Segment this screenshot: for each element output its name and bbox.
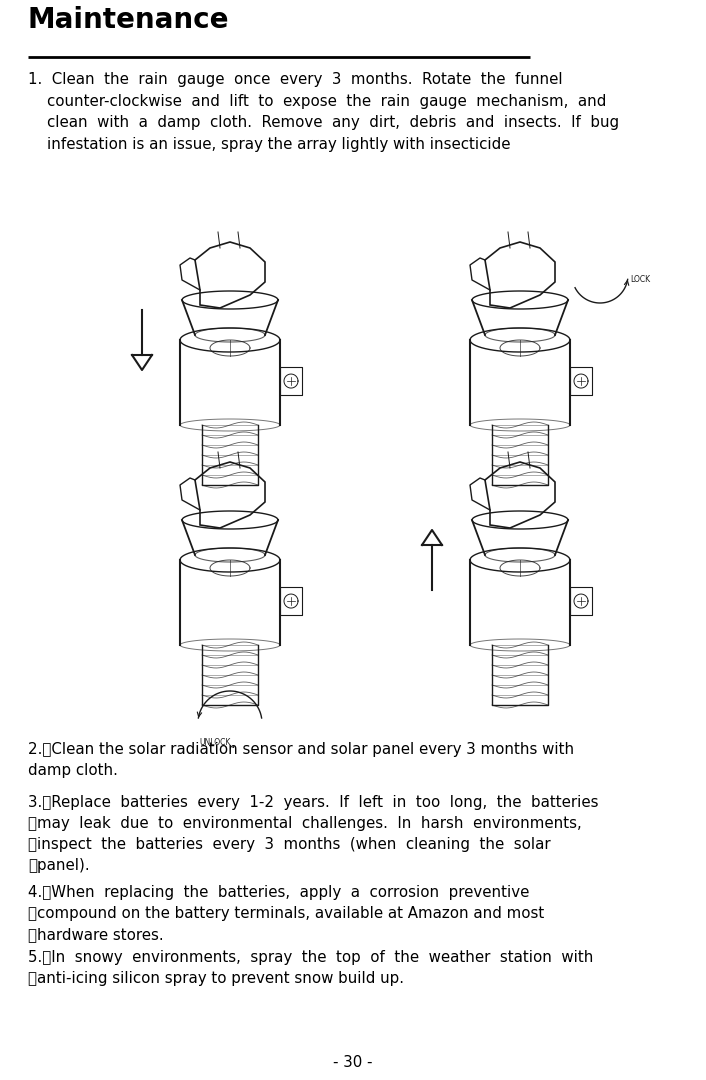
Text: .: .: [230, 737, 234, 751]
Text: - 30 -: - 30 -: [333, 1055, 373, 1070]
Text: LOCK: LOCK: [630, 275, 651, 284]
Text: UNLOCK: UNLOCK: [199, 738, 231, 746]
Text: 2.	Clean the solar radiation sensor and solar panel every 3 months with
damp clo: 2. Clean the solar radiation sensor and …: [28, 742, 574, 778]
Text: 1.  Clean  the  rain  gauge  once  every  3  months.  Rotate  the  funnel
    co: 1. Clean the rain gauge once every 3 mon…: [28, 72, 619, 152]
Text: 4.	When  replacing  the  batteries,  apply  a  corrosion  preventive
	compound o: 4. When replacing the batteries, apply a…: [28, 885, 544, 942]
Text: Maintenance: Maintenance: [28, 6, 229, 33]
Text: 3.	Replace  batteries  every  1-2  years.  If  left  in  too  long,  the  batter: 3. Replace batteries every 1-2 years. If…: [28, 795, 599, 873]
Text: 5.	In  snowy  environments,  spray  the  top  of  the  weather  station  with
	a: 5. In snowy environments, spray the top …: [28, 950, 593, 986]
